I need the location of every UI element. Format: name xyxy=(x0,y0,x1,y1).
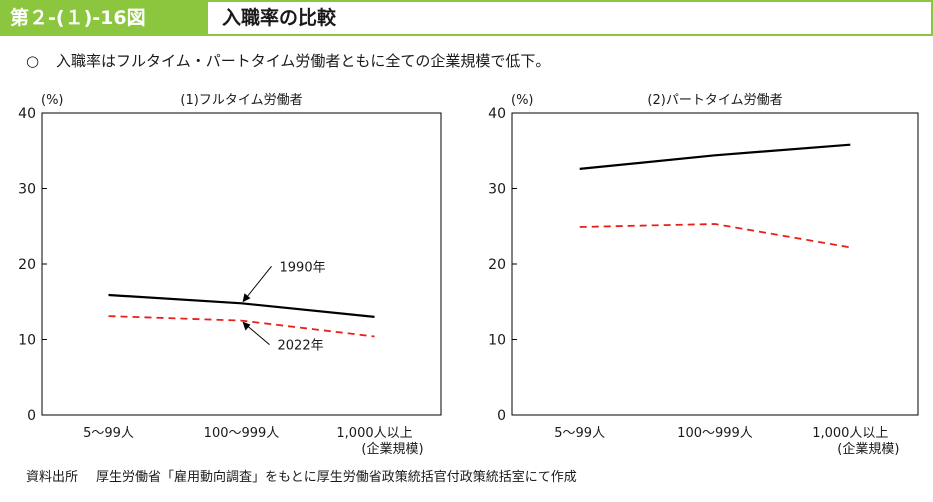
x-axis-note: (企業規模) xyxy=(837,441,899,457)
x-tick-label: 5～99人 xyxy=(83,426,134,441)
callout-leader xyxy=(243,265,272,302)
y-tick-label: 0 xyxy=(27,408,36,424)
plot-frame xyxy=(41,112,442,416)
x-tick-label: 1,000人以上 xyxy=(336,426,412,441)
y-axis-unit: (%) xyxy=(511,93,534,108)
y-axis-unit: (%) xyxy=(41,93,64,108)
y-tick-label: 10 xyxy=(18,333,36,349)
y-tick-label: 40 xyxy=(18,106,36,122)
series-line-solid xyxy=(579,143,851,170)
y-tick-label: 0 xyxy=(497,408,506,424)
x-tick-label: 100～999人 xyxy=(204,426,280,441)
chart-title: (1)フルタイム労働者 xyxy=(180,93,302,108)
figure-number: 第２-(１)-16図 xyxy=(0,0,208,36)
source-text: 厚生労働省「雇用動向調査」をもとに厚生労働省政策統括官付政策統括室にて作成 xyxy=(96,470,577,485)
series-label-1990: 1990年 xyxy=(280,260,326,275)
x-tick-label: 5～99人 xyxy=(554,426,605,441)
series-line-solid xyxy=(108,293,375,318)
series-line-dashed xyxy=(108,315,375,338)
summary-line: ○ 入職率はフルタイム・パートタイム労働者ともに全ての企業規模で低下。 xyxy=(26,50,550,71)
callout-arrowhead xyxy=(242,321,251,331)
x-tick-label: 100～999人 xyxy=(677,426,753,441)
charts-area: 0 10 20 30 40 (%) (1)フルタイム労働者 5～99人 100～999人 1,00… xyxy=(18,93,919,457)
y-tick-label: 10 xyxy=(488,333,506,349)
x-axis-note: (企業規模) xyxy=(361,441,423,457)
y-tick-label: 30 xyxy=(488,182,506,198)
y-tick-label: 20 xyxy=(18,257,36,273)
figure-header: 第２-(１)-16図 入職率の比較 xyxy=(0,0,933,36)
figure-title: 入職率の比較 xyxy=(208,0,933,36)
chart-title: (2)パートタイム労働者 xyxy=(647,93,782,108)
series-line-dashed xyxy=(579,223,851,249)
source-label: 資料出所 xyxy=(26,470,79,485)
source-note: 資料出所 厚生労働省「雇用動向調査」をもとに厚生労働省政策統括官付政策統括室にて作… xyxy=(26,466,577,485)
summary-bullet: ○ xyxy=(26,52,40,70)
y-tick-label: 30 xyxy=(18,182,36,198)
x-tick-label: 1,000人以上 xyxy=(812,426,888,441)
y-tick-label: 40 xyxy=(488,106,506,122)
plot-frame xyxy=(511,112,919,416)
series-label-2022: 2022年 xyxy=(278,339,324,354)
callout-arrowhead xyxy=(242,293,251,303)
summary-text: 入職率はフルタイム・パートタイム労働者ともに全ての企業規模で低下。 xyxy=(56,52,551,70)
y-tick-label: 20 xyxy=(488,257,506,273)
